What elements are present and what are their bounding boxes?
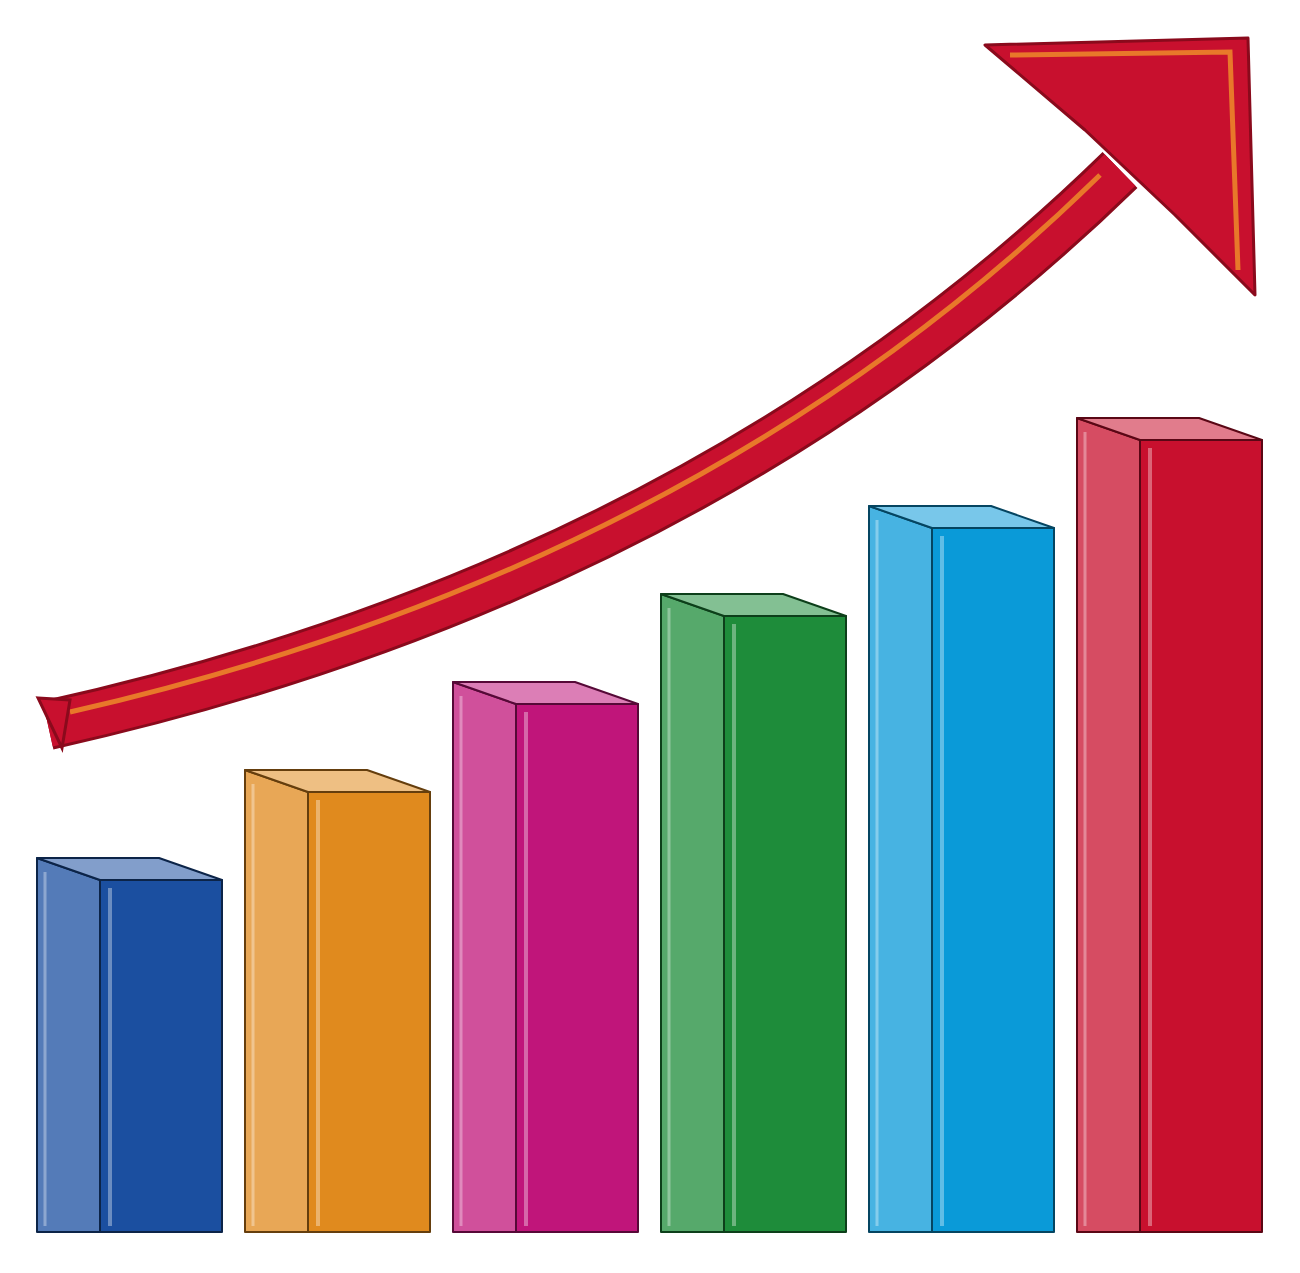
chart-svg <box>0 0 1300 1273</box>
bar-highlight <box>1148 448 1152 1226</box>
bar-highlight <box>524 712 528 1226</box>
bar-front <box>100 880 222 1232</box>
bar-highlight <box>44 872 47 1226</box>
bar-top <box>869 506 1054 528</box>
bar-highlight <box>668 608 671 1226</box>
bar-side <box>453 682 516 1232</box>
bar-top <box>37 858 222 880</box>
bar <box>661 594 846 1232</box>
bar-front <box>1140 440 1262 1232</box>
bar-highlight <box>1084 432 1087 1226</box>
bar-highlight <box>460 696 463 1226</box>
bar-side <box>37 858 100 1232</box>
bar <box>1077 418 1262 1232</box>
bar-highlight <box>732 624 736 1226</box>
bar-front <box>932 528 1054 1232</box>
bar-side <box>661 594 724 1232</box>
bar-highlight <box>252 784 255 1226</box>
bar-top <box>245 770 430 792</box>
bar-side <box>1077 418 1140 1232</box>
trend-arrow <box>38 38 1255 748</box>
bar-highlight <box>876 520 879 1226</box>
bar-top <box>453 682 638 704</box>
bar-side <box>869 506 932 1232</box>
bar-highlight <box>108 888 112 1226</box>
bar-top <box>661 594 846 616</box>
bar-highlight <box>940 536 944 1226</box>
bar-front <box>308 792 430 1232</box>
bar-side <box>245 770 308 1232</box>
bar-highlight <box>316 800 320 1226</box>
bar <box>869 506 1054 1232</box>
chart-container <box>0 0 1300 1273</box>
arrow-highlight <box>70 175 1100 712</box>
arrow-head-highlight <box>1010 52 1238 270</box>
arrow-outline <box>48 170 1120 725</box>
bar <box>245 770 430 1232</box>
bar <box>453 682 638 1232</box>
bar <box>37 858 222 1232</box>
arrow-shaft <box>48 170 1120 725</box>
bar-front <box>516 704 638 1232</box>
bars <box>37 418 1262 1232</box>
bar-front <box>724 616 846 1232</box>
arrow-head <box>985 38 1255 295</box>
arrow-tail <box>38 698 70 748</box>
bar-top <box>1077 418 1262 440</box>
